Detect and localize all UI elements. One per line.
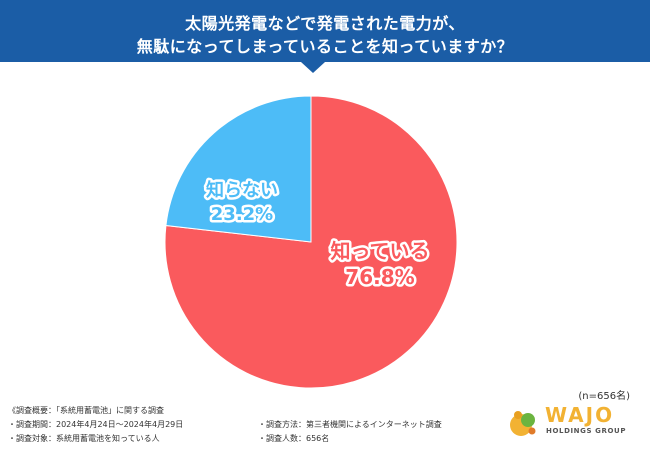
survey-period: ・調査期間：2024年4月24日～2024年4月29日 bbox=[8, 420, 184, 429]
dont-know-label: 知らない bbox=[206, 179, 278, 201]
title-banner: 太陽光発電などで発電された電力が、 無駄になってしまっていることを知っていますか… bbox=[0, 0, 650, 62]
survey-method: ・調査方法：第三者機関によるインターネット調査 bbox=[258, 420, 442, 429]
dont-know-value-label: 23.2% bbox=[211, 204, 273, 225]
banner-pointer bbox=[301, 62, 325, 73]
sample-size-label: (n=656名) bbox=[578, 391, 630, 402]
chart-title-line-2: 無駄になってしまっていることを知っていますか？ bbox=[136, 37, 514, 56]
survey-overview: 《調査概要：「系統用蓄電池」に関する調査 bbox=[8, 406, 164, 415]
pie-slice-dont-know bbox=[165, 95, 312, 243]
wajo-logo: WAJO HOLDINGS GROUP bbox=[506, 403, 636, 443]
survey-target: ・調査対象：系統用蓄電池を知っている人 bbox=[8, 434, 160, 443]
survey-count: ・調査人数：656名 bbox=[258, 434, 330, 443]
logo-subtitle: HOLDINGS GROUP bbox=[546, 427, 627, 435]
know-value-label: 76.8% bbox=[345, 265, 414, 289]
logo-name: WAJO bbox=[545, 403, 615, 427]
know-label: 知っている bbox=[331, 239, 430, 263]
wajo-logo-mark bbox=[510, 411, 536, 436]
chart-title-line-1: 太陽光発電などで発電された電力が、 bbox=[185, 14, 465, 33]
